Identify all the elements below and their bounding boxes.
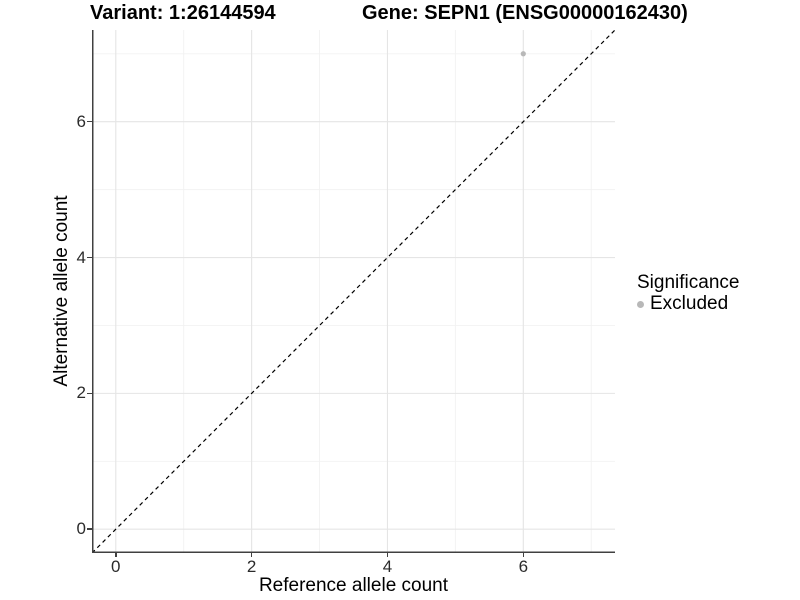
y-tick-label: 2 (76, 383, 86, 403)
y-tick-label: 6 (76, 111, 86, 131)
data-point-excluded (520, 51, 526, 57)
x-tick-label: 6 (518, 557, 529, 576)
chart-canvas (92, 30, 615, 553)
y-tick-mark (87, 120, 92, 123)
x-tick-label: 0 (111, 557, 121, 576)
y-tick-mark (87, 528, 92, 530)
legend-title: Significance (637, 272, 740, 293)
y-tick-mark (87, 392, 92, 395)
x-tick-label: 2 (246, 557, 257, 576)
y-tick-label: 0 (76, 519, 86, 539)
x-axis-title: Reference allele count (258, 575, 449, 596)
plot-panel (92, 30, 615, 553)
identity-dashed-line (92, 30, 615, 553)
legend: Significance Excluded (634, 272, 739, 314)
x-tick-mark (250, 553, 253, 557)
plot-title-variant: Variant: 1:26144594 (90, 2, 276, 24)
x-tick-mark (522, 553, 525, 557)
plot-title-gene: Gene: SEPN1 (ENSG00000162430) (362, 2, 688, 24)
x-tick-mark (386, 553, 389, 557)
y-axis-title: Alternative allele count (51, 195, 72, 387)
y-tick-label: 4 (76, 247, 86, 267)
legend-item-label: Excluded (650, 293, 729, 314)
excluded-marker-icon (637, 300, 644, 308)
legend-item-excluded: Excluded (634, 293, 739, 314)
y-tick-mark (87, 256, 92, 259)
x-tick-label: 4 (382, 557, 393, 576)
x-tick-mark (115, 553, 117, 557)
